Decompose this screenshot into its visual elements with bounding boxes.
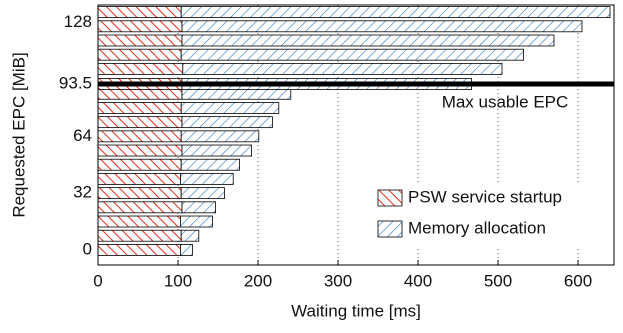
y-tick-label: 32 — [73, 183, 92, 202]
legend-box — [370, 183, 585, 249]
x-tick-label: 400 — [404, 271, 432, 290]
bar-segment — [97, 6, 182, 18]
y-axis-label: Requested EPC [MiB] — [9, 52, 28, 217]
bar-segment — [97, 48, 182, 61]
bar-segment — [181, 20, 583, 33]
y-tick-label: 128 — [64, 12, 92, 31]
bar-segment — [97, 20, 183, 33]
plot-frame — [97, 4, 615, 266]
bar-segment — [181, 116, 273, 129]
y-tick-label: 0 — [83, 239, 92, 258]
x-axis-label: Waiting time [ms] — [291, 301, 421, 320]
x-tick-label: 300 — [324, 271, 352, 290]
bar-segment — [97, 187, 182, 200]
bar-segment — [179, 215, 213, 228]
y-tick-label: 93.5 — [59, 73, 92, 92]
bar-segment — [181, 144, 252, 157]
bar-segment — [180, 102, 280, 114]
x-tick-label: 200 — [244, 271, 272, 290]
legend-swatch — [377, 220, 403, 238]
bar-segment — [97, 173, 181, 185]
bar-segment — [180, 187, 225, 200]
bar-segment — [97, 102, 182, 114]
threshold-label: Max usable EPC — [442, 92, 569, 111]
bar-segment — [180, 130, 260, 143]
bar-segment — [180, 229, 200, 242]
bar-segment — [181, 87, 292, 100]
bar-segment — [181, 34, 555, 47]
bar-segment — [97, 87, 183, 100]
bar-segment — [179, 244, 193, 256]
bar-segment — [179, 173, 234, 185]
bar-segment — [97, 158, 182, 171]
bar-segment — [180, 48, 524, 61]
bar-segment — [97, 34, 183, 47]
bar-segment — [97, 244, 181, 256]
bar-segment — [97, 130, 182, 143]
bar-segment — [182, 62, 503, 75]
x-tick-label: 100 — [164, 271, 192, 290]
bar-segment — [97, 116, 183, 129]
x-tick-label: 500 — [484, 271, 512, 290]
bar-segment — [97, 62, 184, 75]
legend-label: PSW service startup — [408, 187, 562, 206]
bar-segment — [97, 144, 183, 157]
x-tick-label: 600 — [564, 271, 592, 290]
bar-segment — [181, 201, 216, 214]
legend-swatch — [377, 189, 403, 207]
bar-segment — [97, 201, 183, 214]
bar-segment — [97, 229, 182, 242]
bar-segment — [97, 215, 181, 228]
bar-segment — [180, 158, 240, 171]
legend-label: Memory allocation — [408, 218, 546, 237]
x-tick-label: 0 — [93, 271, 102, 290]
y-tick-label: 64 — [73, 126, 92, 145]
bar-segment — [180, 6, 611, 18]
